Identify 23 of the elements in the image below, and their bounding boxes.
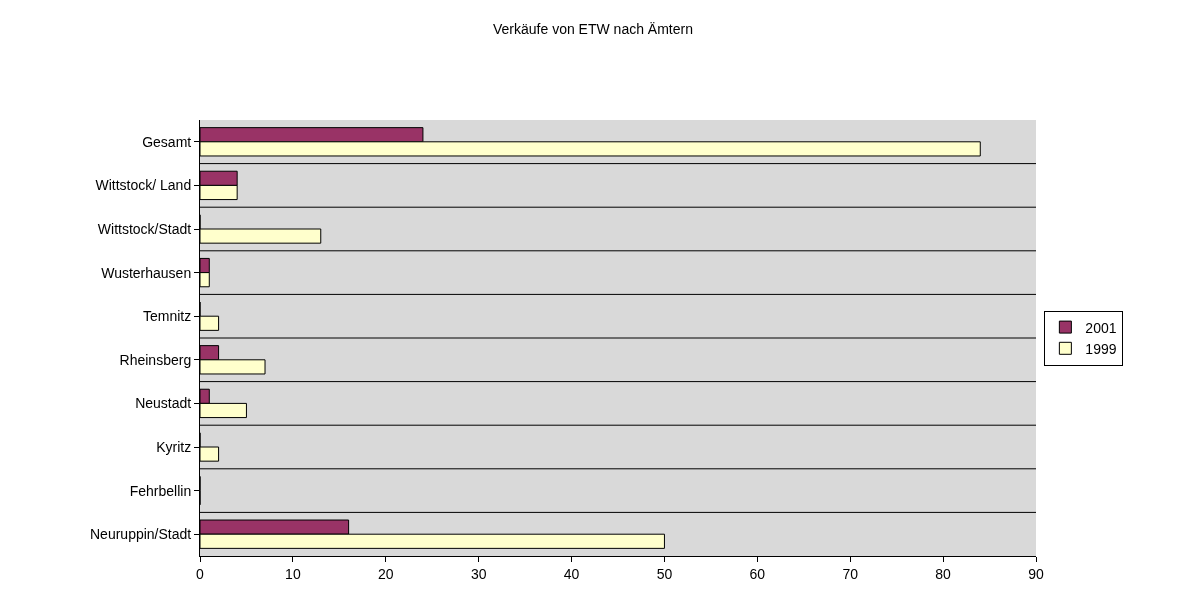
chart-title: Verkäufe von ETW nach Ämtern: [493, 21, 693, 38]
y-tick-label: Kyritz: [156, 438, 192, 455]
y-tick-label: Fehrbellin: [129, 482, 192, 499]
y-tick-label: Gesamt: [142, 133, 192, 150]
x-tick-label: 0: [196, 565, 205, 582]
x-tick-label: 90: [1028, 565, 1044, 582]
x-tick-label: 60: [749, 565, 766, 582]
y-tick-label: Wusterhausen: [101, 264, 192, 281]
x-tick-label: 70: [842, 565, 859, 582]
x-tick-label: 20: [377, 565, 394, 582]
x-tick-label: 50: [656, 565, 673, 582]
legend-label: 1999: [1085, 340, 1117, 357]
y-tick-label: Neustadt: [135, 395, 192, 412]
x-tick-label: 10: [285, 565, 301, 582]
x-tick-label: 80: [935, 565, 952, 582]
legend-label: 2001: [1085, 319, 1117, 336]
y-tick-label: Rheinsberg: [119, 351, 192, 368]
y-tick-label: Wittstock/ Land: [95, 177, 192, 194]
y-tick-label: Temnitz: [142, 308, 192, 325]
y-tick-label: Neuruppin/Stadt: [90, 526, 192, 543]
y-tick-label: Wittstock/Stadt: [97, 220, 192, 237]
x-tick-label: 30: [470, 565, 487, 582]
x-tick-label: 40: [563, 565, 580, 582]
